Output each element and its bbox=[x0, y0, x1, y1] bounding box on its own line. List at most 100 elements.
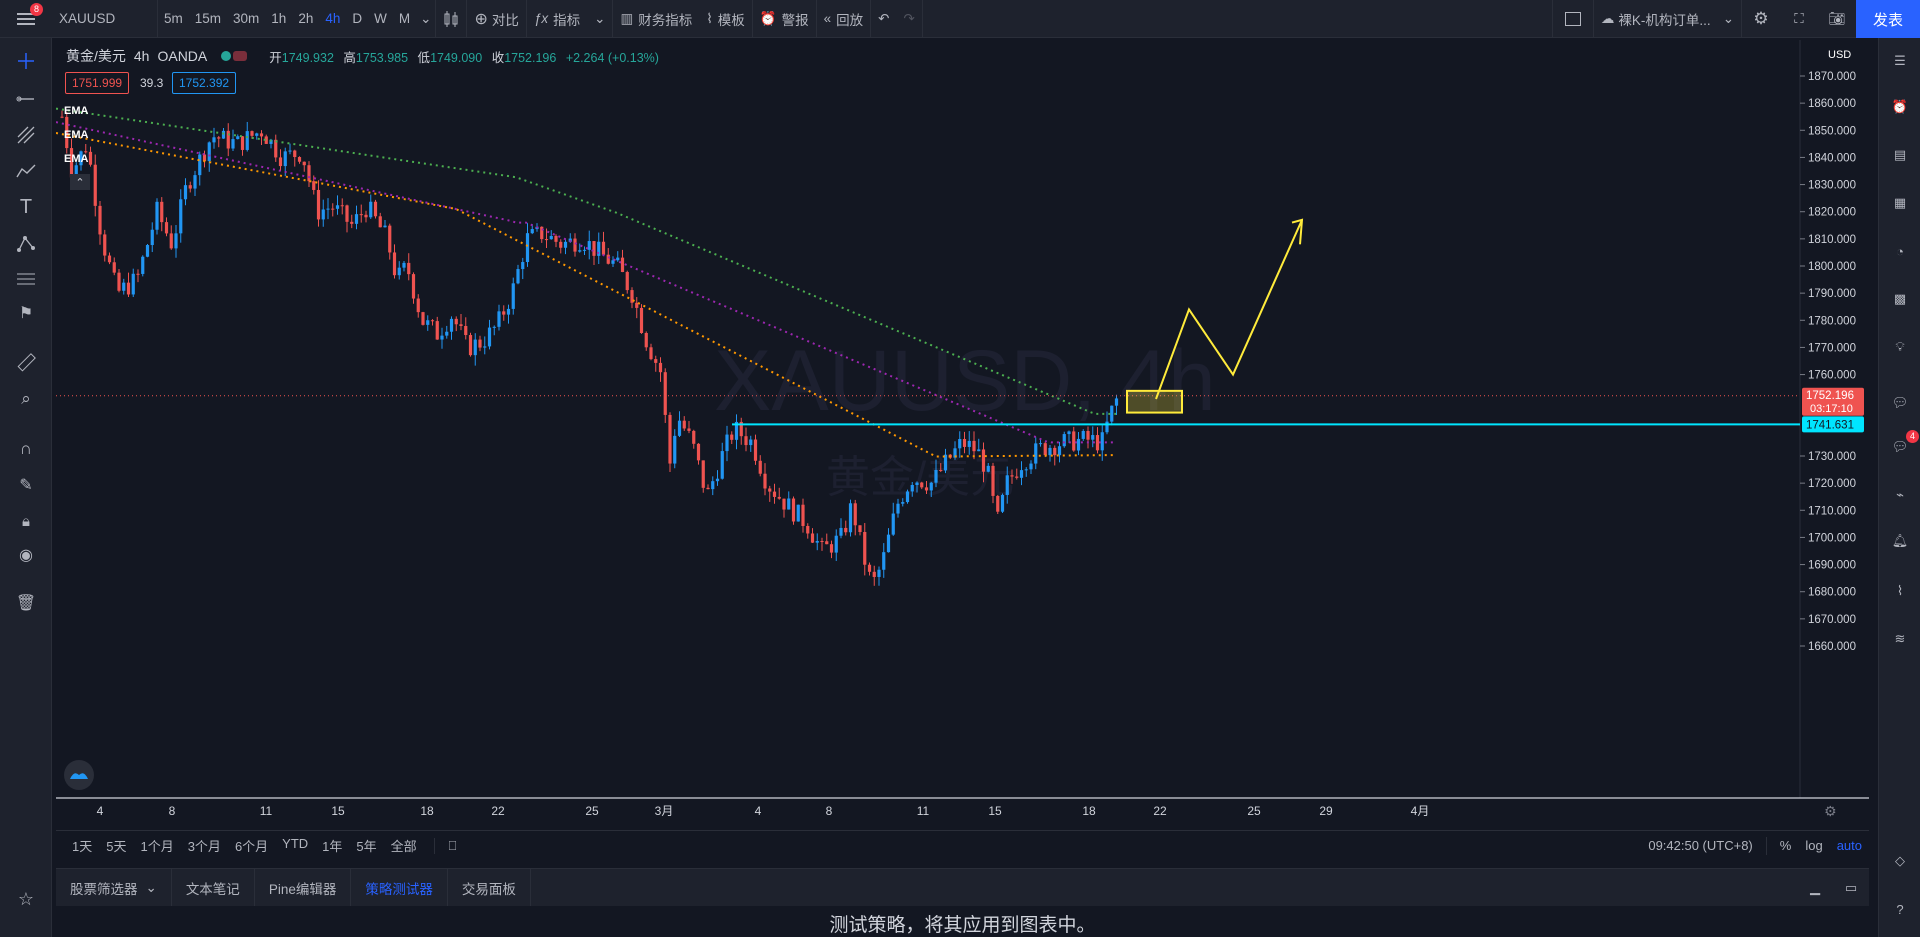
trash-icon[interactable]: 🗑︎ bbox=[15, 595, 37, 612]
ema-label-1[interactable]: EMA bbox=[64, 105, 89, 117]
candle-body bbox=[791, 498, 796, 522]
compare-button[interactable]: ⊕ 对比 bbox=[467, 0, 525, 38]
candle-body bbox=[848, 503, 853, 533]
alerts-button[interactable]: ⏰ 警报 bbox=[753, 0, 816, 38]
signal-icon[interactable]: ⌁ bbox=[1896, 487, 1904, 502]
price-chart[interactable]: XAUUSD, 4h 黄金/美元 1870.000 1860.000 1850.000 1… bbox=[56, 40, 1869, 865]
buy-price-box[interactable]: 1752.392 bbox=[172, 72, 237, 94]
alarm-clock-icon[interactable]: ⏰ bbox=[1891, 99, 1909, 114]
pencil-lock-icon[interactable]: ✎ bbox=[19, 477, 33, 494]
settings-button[interactable]: ⚙ bbox=[1742, 0, 1780, 38]
range-4[interactable]: 6个月 bbox=[234, 839, 269, 854]
maximize-panel-button[interactable]: ▭ bbox=[1844, 879, 1858, 895]
stocks-icon[interactable]: ⌇ bbox=[1896, 583, 1904, 598]
zoom-icon[interactable]: ⌕ bbox=[21, 389, 31, 408]
sell-price-box[interactable]: 1751.999 bbox=[65, 72, 130, 94]
interval-1h[interactable]: 1h bbox=[271, 11, 287, 26]
auto-toggle[interactable]: auto bbox=[1836, 838, 1862, 853]
chat-notify-icon[interactable]: 💬︎ 4 bbox=[1887, 430, 1919, 460]
market-status-toggle[interactable] bbox=[221, 51, 248, 61]
layers-icon[interactable]: ◇ bbox=[1895, 853, 1905, 868]
hotlist-icon[interactable]: ◔ bbox=[1896, 243, 1904, 259]
calendar-icon[interactable]: ▩ bbox=[1893, 291, 1907, 306]
tab-notes[interactable]: 文本笔记 bbox=[172, 868, 255, 907]
magnet-icon[interactable]: ∩ bbox=[19, 439, 33, 458]
undo-button[interactable]: ↶ bbox=[871, 0, 896, 38]
crosshair-icon[interactable] bbox=[13, 48, 39, 74]
news-icon[interactable]: ▤ bbox=[1893, 147, 1907, 162]
time-tick-label: 4 bbox=[755, 804, 762, 818]
percent-toggle[interactable]: % bbox=[1779, 838, 1792, 853]
indicators-button[interactable]: ƒx 指标 ⌄ bbox=[527, 0, 613, 38]
chat-icon[interactable]: 💬︎ bbox=[1891, 395, 1909, 410]
projection-icon[interactable] bbox=[13, 266, 39, 292]
tradingview-logo[interactable] bbox=[64, 760, 94, 790]
watchlist-icon[interactable]: ☰ bbox=[1894, 53, 1906, 68]
redo-button[interactable]: ↷ bbox=[896, 0, 921, 38]
layout-select-button[interactable] bbox=[1553, 0, 1593, 38]
minimize-panel-button[interactable]: ▁ bbox=[1810, 879, 1820, 895]
help-icon[interactable]: ? bbox=[1896, 901, 1904, 917]
range-2[interactable]: 1个月 bbox=[140, 839, 174, 854]
ideas-icon[interactable]: 💡︎ bbox=[1895, 339, 1905, 354]
range-1[interactable]: 5天 bbox=[106, 839, 127, 854]
text-tool-icon[interactable]: T bbox=[19, 195, 33, 218]
replay-button[interactable]: « 回放 bbox=[817, 0, 871, 38]
range-6[interactable]: 1年 bbox=[322, 839, 343, 854]
ema-purple-line bbox=[56, 121, 1116, 444]
templates-button[interactable]: ⌇ 模板 bbox=[699, 0, 752, 38]
flag-icon[interactable]: ⚑ bbox=[18, 305, 34, 322]
eye-icon[interactable]: ◉ bbox=[19, 547, 33, 564]
trend-line-icon[interactable] bbox=[13, 86, 39, 112]
saved-layout-button[interactable]: ☁ 裸K-机构订单... ⌄ bbox=[1594, 0, 1741, 38]
fib-tool-icon[interactable] bbox=[13, 122, 39, 148]
data-window-icon[interactable]: ▦ bbox=[1893, 195, 1907, 210]
node-icon[interactable] bbox=[13, 230, 39, 256]
ema-label-2[interactable]: EMA bbox=[64, 129, 89, 141]
ema-label-3[interactable]: EMA bbox=[64, 153, 89, 165]
bell-icon[interactable]: 🔔︎ bbox=[1891, 533, 1909, 548]
interval-15m[interactable]: 15m bbox=[194, 11, 222, 26]
screenshot-button[interactable]: 📷︎ bbox=[1818, 0, 1856, 38]
candle-body bbox=[725, 434, 729, 452]
publish-button[interactable]: 发表 bbox=[1856, 0, 1920, 38]
interval-2h[interactable]: 2h bbox=[298, 11, 314, 26]
tab-strategy-tester[interactable]: 策略测试器 bbox=[351, 868, 448, 907]
pattern-icon[interactable] bbox=[13, 158, 39, 184]
collapse-legend-button[interactable]: ⌃ bbox=[70, 174, 90, 190]
menu-button[interactable]: 8 bbox=[0, 0, 52, 38]
financials-button[interactable]: ▥ 财务指标 bbox=[613, 0, 699, 38]
range-3[interactable]: 3个月 bbox=[187, 839, 221, 854]
tab-trading-panel[interactable]: 交易面板 bbox=[448, 868, 531, 907]
candle-body bbox=[274, 139, 278, 158]
range-0[interactable]: 1天 bbox=[72, 839, 93, 854]
log-toggle[interactable]: log bbox=[1805, 838, 1823, 853]
chart-pane[interactable]: XAUUSD, 4h 黄金/美元 1870.000 1860.000 1850.000 1… bbox=[56, 40, 1869, 865]
interval-M[interactable]: M bbox=[398, 11, 411, 26]
interval-5m[interactable]: 5m bbox=[164, 11, 183, 26]
star-icon[interactable]: ☆ bbox=[17, 888, 35, 909]
interval-W[interactable]: W bbox=[374, 11, 387, 26]
symbol-search[interactable]: XAUUSD bbox=[59, 11, 116, 26]
interval-dropdown[interactable]: ⌄ bbox=[420, 10, 432, 26]
clock[interactable]: 09:42:50 (UTC+8) bbox=[1648, 838, 1753, 853]
candle-body bbox=[179, 199, 183, 234]
chart-type-button[interactable] bbox=[436, 0, 466, 38]
date-range-icon[interactable]: ⎕ bbox=[433, 837, 464, 854]
chat-badge: 4 bbox=[1905, 430, 1919, 443]
axis-settings-icon[interactable]: ⚙ bbox=[1824, 803, 1837, 819]
currency-label: USD bbox=[1828, 49, 1851, 61]
candle-body bbox=[597, 241, 601, 256]
ruler-icon[interactable] bbox=[13, 350, 39, 376]
interval-D[interactable]: D bbox=[352, 11, 363, 26]
range-8[interactable]: 全部 bbox=[390, 839, 417, 854]
interval-30m[interactable]: 30m bbox=[233, 11, 260, 26]
range-7[interactable]: 5年 bbox=[356, 839, 377, 854]
scroll-icon[interactable]: ≋ bbox=[1894, 631, 1906, 646]
lock-icon[interactable]: 🔒︎ bbox=[22, 512, 30, 530]
fullscreen-button[interactable]: ⛶ bbox=[1780, 0, 1818, 38]
range-5[interactable]: YTD bbox=[282, 836, 309, 851]
tab-pine-editor[interactable]: Pine编辑器 bbox=[255, 868, 352, 907]
interval-4h[interactable]: 4h bbox=[325, 11, 341, 26]
tab-screener[interactable]: 股票筛选器 ⌄ bbox=[56, 868, 172, 907]
